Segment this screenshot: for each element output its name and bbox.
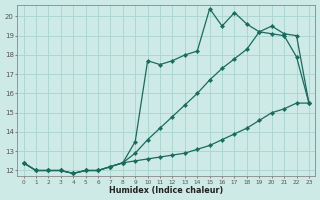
X-axis label: Humidex (Indice chaleur): Humidex (Indice chaleur) bbox=[109, 186, 223, 195]
